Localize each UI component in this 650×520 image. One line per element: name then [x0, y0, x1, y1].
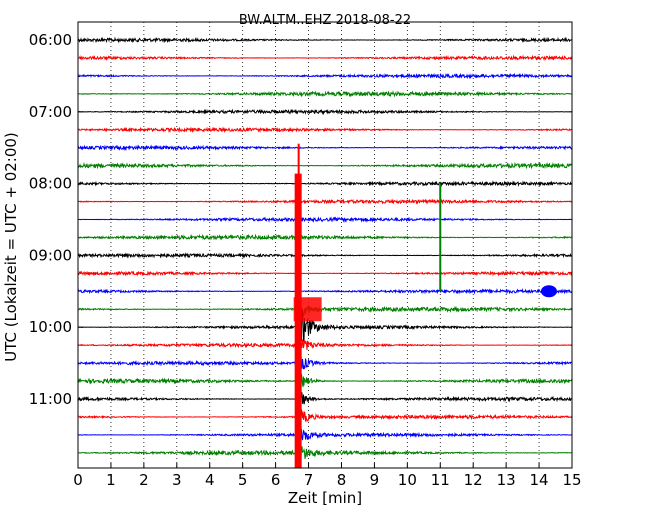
y-tick-label: 10:00: [29, 318, 72, 336]
trace-line: [77, 54, 573, 62]
trace-line: [77, 443, 573, 461]
trace-line: [77, 216, 573, 223]
trace-line: [77, 336, 573, 350]
trace-line: [77, 408, 573, 425]
x-tick-label: 4: [205, 471, 215, 489]
burst-event: [540, 285, 557, 298]
trace-line: [77, 303, 573, 318]
x-tick-label: 6: [271, 471, 281, 489]
trace-line: [77, 252, 573, 259]
x-tick-label: 7: [304, 471, 314, 489]
x-tick-label: 3: [172, 471, 182, 489]
trace-line: [77, 429, 573, 443]
event-layer: [293, 143, 557, 468]
grid-layer: [110, 22, 540, 468]
trace-line: [77, 90, 573, 98]
x-tick-label: 13: [497, 471, 516, 489]
x-tick-label: 15: [562, 471, 581, 489]
x-tick-label: 11: [431, 471, 450, 489]
x-tick-label: 0: [73, 471, 83, 489]
x-tick-label: 1: [106, 471, 116, 489]
trace-line: [77, 180, 573, 188]
tick-layer: 0 1 2 3 4 5 6 7 8 9 10 11 12 13 14 1506:0007:0008:0009:…: [29, 31, 582, 489]
trace-line: [77, 198, 573, 205]
trace-line: [77, 233, 573, 241]
trace-line: [77, 355, 573, 370]
trace-line: [77, 72, 573, 80]
y-tick-label: 09:00: [29, 246, 72, 264]
earthquake-coda: [293, 297, 322, 322]
trace-layer: [77, 36, 573, 461]
y-tick-label: 08:00: [29, 175, 72, 193]
x-axis-label: Zeit [min]: [288, 489, 362, 507]
x-tick-label: 10: [398, 471, 417, 489]
trace-line: [77, 36, 573, 44]
x-tick-label: 14: [530, 471, 549, 489]
y-tick-label: 07:00: [29, 103, 72, 121]
trace-line: [77, 391, 573, 408]
trace-line: [77, 108, 573, 116]
trace-line: [77, 371, 573, 390]
trace-line: [77, 144, 573, 152]
y-tick-label: 06:00: [29, 31, 72, 49]
y-axis-label: UTC (Lokalzeit = UTC + 02:00): [2, 132, 20, 362]
x-tick-label: 12: [464, 471, 483, 489]
chart-title: BW.ALTM..EHZ 2018-08-22: [239, 13, 411, 28]
x-tick-label: 5: [238, 471, 248, 489]
x-tick-label: 9: [370, 471, 380, 489]
trace-line: [77, 126, 573, 134]
y-tick-label: 11:00: [29, 390, 72, 408]
x-tick-label: 8: [337, 471, 347, 489]
plot-frame: [77, 21, 573, 469]
trace-line: [77, 306, 573, 352]
trace-line: [77, 287, 573, 295]
trace-line: [77, 270, 573, 277]
x-tick-label: 2: [139, 471, 149, 489]
trace-line: [77, 161, 573, 170]
